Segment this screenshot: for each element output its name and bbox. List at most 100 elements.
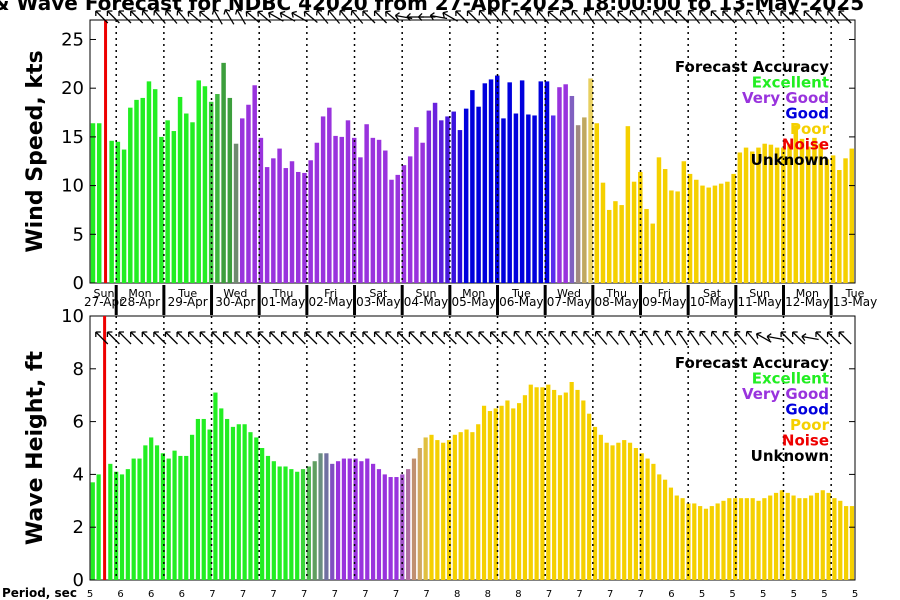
arrow-shaft [304,331,318,345]
arrow-shaft [617,11,632,23]
data-bar [283,168,289,283]
data-bar [744,498,749,580]
arrow-head [792,331,798,337]
data-bar [143,445,148,580]
arrow-shaft [199,331,213,345]
data-bar [488,79,494,283]
day-name-label: Tue [177,287,197,300]
arrow-shaft [583,331,596,345]
direction-arrow [547,10,562,23]
arrow-head [291,10,297,18]
direction-arrow [792,9,805,24]
arrow-shaft [95,10,109,24]
data-bar [184,113,189,283]
arrow-head [187,10,194,17]
data-bar [805,146,811,283]
data-bar [327,107,332,283]
arrow-head [211,331,217,337]
arrow-head [362,10,368,16]
arrow-head [490,331,496,337]
data-bar [426,110,432,283]
arrow-shaft [351,10,364,24]
data-bar [762,143,767,283]
day-name-label: Fri [658,287,671,300]
data-bar [627,442,633,580]
data-bar [420,142,425,283]
data-bar [598,434,603,580]
direction-arrow [292,331,306,345]
direction-arrow [281,331,295,345]
arrow-head [606,10,612,16]
arrow-shaft [688,10,701,24]
period-value: 8 [485,589,491,600]
arrow-shaft [746,331,759,345]
arrow-head [350,9,357,16]
data-bar [370,137,376,283]
direction-arrow [257,10,272,23]
data-bar [779,490,784,580]
data-bar [563,84,568,283]
direction-arrow [164,9,178,24]
arrow-shaft [142,10,155,24]
arrow-shaft [153,331,167,345]
arrow-shaft [245,11,260,23]
arrow-head [397,331,403,337]
data-bar [324,453,329,580]
direction-arrow [385,10,400,23]
date-label: 06-May [499,295,543,309]
data-bar [165,120,170,283]
data-bar [517,403,522,580]
arrow-head [362,331,368,337]
data-bar [625,126,631,283]
data-bar [166,458,171,580]
day-name-label: Sat [369,287,388,300]
direction-arrow [362,10,376,24]
data-bar [271,461,276,580]
data-bar [333,135,338,283]
arrow-shaft [572,10,584,24]
data-bar [221,62,226,283]
arrow-shaft [420,331,434,345]
data-bar [201,418,206,580]
data-bar [616,442,621,580]
arrow-shaft [606,331,619,345]
arrow-head [652,330,660,337]
arrow-shaft [478,331,492,345]
arrow-shaft [769,10,782,24]
arrow-head [536,9,543,16]
direction-arrow [536,9,550,24]
direction-arrow [153,9,166,24]
arrow-shaft [514,331,526,345]
period-value: 8 [515,589,521,600]
direction-arrow [187,10,202,23]
arrow-head [373,331,380,337]
data-bar [799,138,805,283]
arrow-shaft [281,331,295,345]
arrow-head [268,10,274,18]
data-bar [526,114,531,284]
direction-arrow [490,331,504,345]
data-bar [146,81,152,284]
arrow-head [118,10,124,16]
arrow-shaft [525,10,538,24]
arrow-head [757,9,765,16]
data-bar [429,434,434,580]
direction-arrow [235,9,247,25]
arrow-shaft [699,10,712,24]
data-bar [411,458,417,580]
direction-arrow [385,331,399,345]
arrow-head [164,331,171,337]
arrow-shaft [303,11,318,23]
data-bar [154,445,160,580]
direction-arrow [513,330,526,345]
direction-arrow [315,331,329,345]
data-bar [432,102,438,283]
arrow-head [429,12,435,20]
direction-arrow [525,9,538,24]
arrow-shaft [676,10,690,24]
arrow-shaft [619,330,630,346]
direction-arrow [455,10,469,24]
direction-arrow [176,331,190,345]
period-value: 6 [668,589,674,600]
